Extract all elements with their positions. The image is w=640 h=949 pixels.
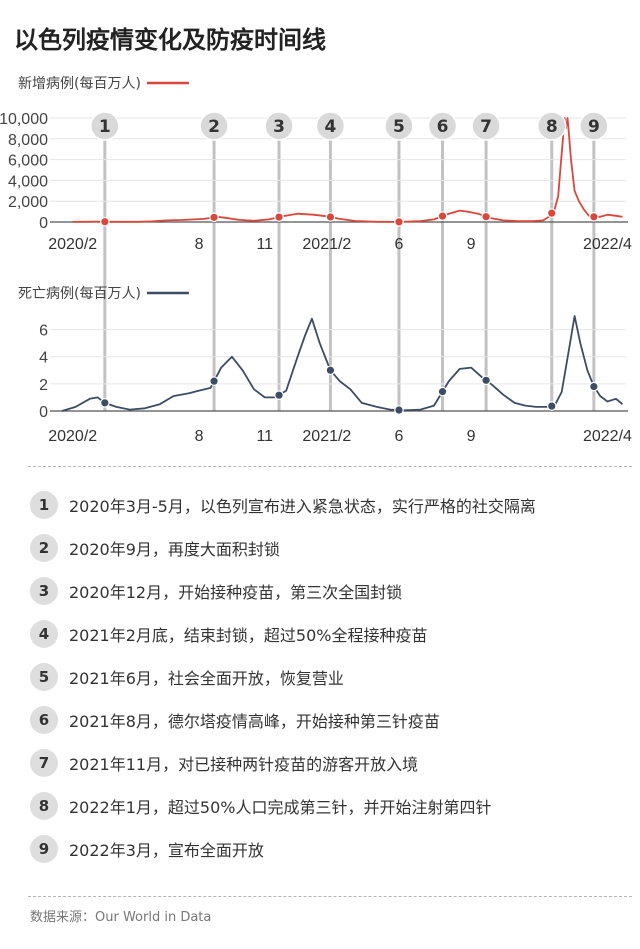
deaths-y-tick-label: 4 bbox=[39, 350, 48, 367]
cases-x-tick-label: 2022/4 bbox=[583, 236, 632, 253]
deaths-y-tick-label: 2 bbox=[39, 377, 48, 394]
deaths-x-tick-label: 2020/2 bbox=[48, 428, 97, 445]
deaths-event-dot-4 bbox=[325, 365, 336, 376]
cases-event-dot-4 bbox=[325, 212, 336, 222]
page-title: 以色列疫情变化及防疫时间线 bbox=[14, 26, 326, 54]
cases-y-tick-label: 10,000 bbox=[0, 111, 48, 128]
event-badge-1: 1 bbox=[30, 491, 58, 519]
event-text-4: 2021年2月底，结束封锁，超过50%全程接种疫苗 bbox=[69, 626, 428, 645]
event-text-9: 2022年3月，宣布全面开放 bbox=[69, 841, 264, 860]
deaths-event-dot-8 bbox=[546, 401, 557, 411]
event-text-6: 2021年8月，德尔塔疫情高峰，开始接种第三针疫苗 bbox=[69, 712, 440, 731]
event-marker-9 bbox=[579, 111, 609, 141]
event-marker-1 bbox=[90, 111, 120, 141]
cases-y-tick-label: 4,000 bbox=[8, 173, 48, 190]
event-marker-label-5: 5 bbox=[393, 117, 405, 137]
event-marker-label-6: 6 bbox=[437, 117, 449, 137]
cases-series-line bbox=[72, 117, 623, 223]
event-text-8: 2022年1月，超过50%人口完成第三针，并开始注射第四针 bbox=[69, 798, 492, 817]
deaths-event-dot-9 bbox=[589, 381, 599, 392]
deaths-event-dot-5 bbox=[394, 405, 404, 415]
event-legend-item-7: 7 2021年11月，对已接种两针疫苗的游客开放入境 bbox=[30, 748, 418, 778]
event-marker-4 bbox=[315, 111, 346, 141]
cases-x-tick-label: 2020/2 bbox=[48, 236, 97, 253]
cases-x-tick-label: 8 bbox=[195, 236, 204, 253]
cases-y-tick-label: 2,000 bbox=[8, 194, 48, 211]
deaths-x-tick-label: 8 bbox=[195, 428, 204, 445]
event-marker-label-3: 3 bbox=[273, 117, 285, 137]
event-legend-item-2: 2 2020年9月，再度大面积封锁 bbox=[30, 533, 280, 563]
cases-x-tick-label: 2021/2 bbox=[302, 236, 351, 253]
event-legend-item-3: 3 2020年12月，开始接种疫苗，第三次全国封锁 bbox=[30, 576, 402, 606]
event-badge-9: 9 bbox=[30, 835, 58, 863]
event-legend-item-6: 6 2021年8月，德尔塔疫情高峰，开始接种第三针疫苗 bbox=[30, 705, 440, 735]
event-text-7: 2021年11月，对已接种两针疫苗的游客开放入境 bbox=[69, 755, 419, 774]
source-note: 数据来源：Our World in Data bbox=[30, 910, 212, 925]
event-marker-label-2: 2 bbox=[208, 117, 220, 137]
cases-y-tick-label: 0 bbox=[39, 215, 48, 232]
event-badge-8: 8 bbox=[30, 792, 58, 820]
cases-event-dot-9 bbox=[589, 212, 599, 222]
event-badge-5: 5 bbox=[30, 663, 58, 691]
event-badge-2: 2 bbox=[30, 534, 58, 562]
cases-legend-label: 新增病例(每百万人) bbox=[18, 76, 141, 92]
deaths-event-dot-6 bbox=[437, 386, 448, 397]
event-text-3: 2020年12月，开始接种疫苗，第三次全国封锁 bbox=[69, 583, 403, 602]
deaths-event-dot-3 bbox=[274, 390, 284, 400]
deaths-event-dot-1 bbox=[100, 398, 110, 408]
event-marker-label-7: 7 bbox=[480, 117, 492, 137]
event-badge-7: 7 bbox=[30, 749, 58, 777]
deaths-legend-label: 死亡病例(每百万人) bbox=[18, 286, 141, 302]
cases-y-tick-label: 6,000 bbox=[8, 153, 48, 170]
event-text-1: 2020年3月-5月，以色列宣布进入紧急状态，实行严格的社交隔离 bbox=[69, 497, 536, 516]
cases-event-dot-1 bbox=[100, 216, 110, 227]
event-legend-item-8: 8 2022年1月，超过50%人口完成第三针，并开始注射第四针 bbox=[30, 791, 491, 821]
event-marker-6 bbox=[427, 111, 458, 141]
deaths-x-tick-label: 6 bbox=[395, 428, 404, 445]
cases-y-tick-label: 8,000 bbox=[8, 132, 48, 149]
event-text-2: 2020年9月，再度大面积封锁 bbox=[69, 540, 280, 559]
cases-event-dot-7 bbox=[481, 211, 491, 222]
cases-event-dot-5 bbox=[394, 217, 404, 227]
deaths-y-tick-label: 6 bbox=[39, 323, 48, 340]
cases-x-tick-label: 11 bbox=[256, 236, 273, 253]
cases-x-tick-label: 6 bbox=[395, 236, 404, 253]
event-legend-item-9: 9 2022年3月，宣布全面开放 bbox=[30, 834, 264, 864]
chart-area: 新增病例(每百万人)02,0004,0006,0008,00010,000202… bbox=[0, 76, 632, 445]
event-badge-6: 6 bbox=[30, 706, 58, 734]
divider-bottom bbox=[28, 896, 632, 897]
event-legend-item-1: 1 2020年3月-5月，以色列宣布进入紧急状态，实行严格的社交隔离 bbox=[30, 490, 536, 520]
event-legend-item-5: 5 2021年6月，社会全面开放，恢复营业 bbox=[30, 662, 344, 692]
event-badge-3: 3 bbox=[30, 577, 58, 605]
event-text-5: 2021年6月，社会全面开放，恢复营业 bbox=[69, 669, 344, 688]
event-marker-2 bbox=[199, 111, 229, 141]
event-marker-label-1: 1 bbox=[99, 117, 111, 137]
cases-event-dot-2 bbox=[209, 212, 219, 223]
event-marker-7 bbox=[471, 111, 501, 141]
deaths-x-tick-label: 2021/2 bbox=[302, 428, 351, 445]
deaths-y-tick-label: 0 bbox=[39, 404, 48, 421]
deaths-event-dot-7 bbox=[481, 375, 491, 386]
event-marker-5 bbox=[384, 111, 414, 141]
cases-event-dot-3 bbox=[274, 212, 284, 222]
divider-top bbox=[28, 466, 632, 467]
deaths-x-tick-label: 2022/4 bbox=[583, 428, 632, 445]
cases-event-dot-6 bbox=[437, 211, 448, 221]
event-badge-4: 4 bbox=[30, 620, 58, 648]
event-marker-3 bbox=[264, 111, 294, 141]
event-marker-label-4: 4 bbox=[325, 117, 337, 137]
event-marker-label-8: 8 bbox=[546, 117, 558, 137]
deaths-series-line bbox=[61, 315, 623, 412]
event-legend-item-4: 4 2021年2月底，结束封锁，超过50%全程接种疫苗 bbox=[30, 619, 427, 649]
cases-x-tick-label: 9 bbox=[467, 236, 476, 253]
event-marker-8 bbox=[537, 111, 567, 141]
deaths-x-tick-label: 9 bbox=[467, 428, 476, 445]
event-marker-label-9: 9 bbox=[588, 117, 600, 137]
deaths-x-tick-label: 11 bbox=[256, 428, 273, 445]
deaths-event-dot-2 bbox=[209, 376, 219, 386]
cases-event-dot-8 bbox=[546, 208, 557, 218]
